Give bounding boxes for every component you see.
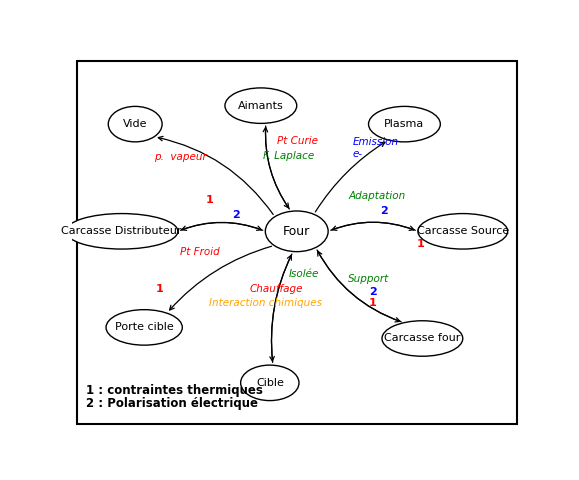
Text: 1: 1 <box>416 239 424 249</box>
FancyArrowPatch shape <box>182 222 263 230</box>
Text: 2 : Polarisation électrique: 2 : Polarisation électrique <box>86 396 258 409</box>
Text: Plasma: Plasma <box>384 119 424 129</box>
Ellipse shape <box>225 88 297 123</box>
Ellipse shape <box>241 365 299 401</box>
FancyArrowPatch shape <box>331 222 414 230</box>
Text: Isolée: Isolée <box>288 269 318 279</box>
Ellipse shape <box>382 321 463 356</box>
Text: Interaction chimiques: Interaction chimiques <box>209 299 322 308</box>
Ellipse shape <box>418 214 508 249</box>
Text: Emission
e-: Emission e- <box>353 137 399 159</box>
Text: 1: 1 <box>156 284 164 294</box>
FancyArrowPatch shape <box>318 251 401 322</box>
Text: 2: 2 <box>232 210 240 220</box>
Text: Four: Four <box>283 225 310 238</box>
FancyArrowPatch shape <box>316 142 385 212</box>
FancyArrowPatch shape <box>266 126 288 208</box>
Text: 1 : contraintes thermiques: 1 : contraintes thermiques <box>86 384 263 397</box>
Text: Carcasse Source: Carcasse Source <box>417 226 509 236</box>
Text: p.  vapeur: p. vapeur <box>153 152 207 162</box>
Text: Cible: Cible <box>256 378 284 388</box>
FancyArrowPatch shape <box>270 254 292 361</box>
FancyArrowPatch shape <box>272 255 291 362</box>
Text: Support: Support <box>348 275 389 284</box>
FancyArrowPatch shape <box>332 222 415 230</box>
Text: 1: 1 <box>206 195 213 205</box>
FancyArrowPatch shape <box>158 136 273 215</box>
Text: Aimants: Aimants <box>238 101 284 111</box>
Text: Pt Curie: Pt Curie <box>277 136 317 146</box>
Text: Carcasse four: Carcasse four <box>384 334 460 344</box>
Ellipse shape <box>265 211 328 252</box>
Text: 2: 2 <box>380 206 388 216</box>
Text: Vide: Vide <box>123 119 148 129</box>
Text: Adaptation: Adaptation <box>349 191 406 201</box>
FancyArrowPatch shape <box>170 246 272 310</box>
Text: F. Laplace: F. Laplace <box>263 151 314 160</box>
Text: Pt Froid: Pt Froid <box>181 247 220 257</box>
Text: 2: 2 <box>369 288 377 297</box>
FancyArrowPatch shape <box>263 127 290 209</box>
FancyArrowPatch shape <box>317 250 400 322</box>
Ellipse shape <box>106 310 182 345</box>
Text: 1: 1 <box>369 299 377 308</box>
Ellipse shape <box>368 107 441 142</box>
Text: Porte cible: Porte cible <box>115 323 174 333</box>
Ellipse shape <box>65 214 178 249</box>
Text: Carcasse Distributeur: Carcasse Distributeur <box>61 226 182 236</box>
Ellipse shape <box>108 107 162 142</box>
FancyArrowPatch shape <box>181 222 262 230</box>
Text: Chauffage: Chauffage <box>250 284 303 294</box>
